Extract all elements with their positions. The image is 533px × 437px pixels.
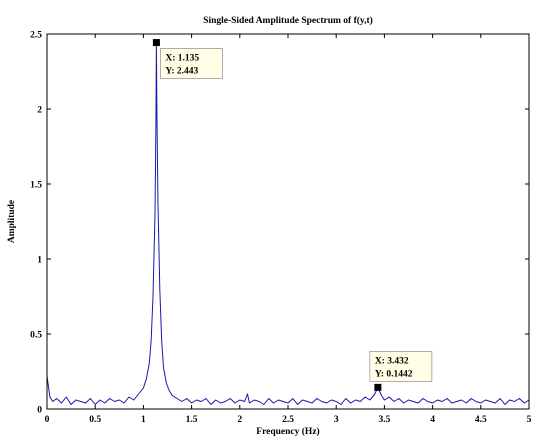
- y-tick-label: 0.5: [30, 331, 42, 341]
- x-tick-label: 4: [430, 415, 435, 425]
- y-axis-label: Amplitude: [7, 200, 17, 243]
- x-tick-label: 3: [334, 415, 339, 425]
- datatips: X: 1.135 Y: 2.443 X: 3.432 Y: 0.1442: [152, 39, 433, 391]
- datatip-box: [160, 48, 223, 79]
- y-tick-label: 2: [37, 106, 42, 116]
- datatip-y-text: Y: 2.443: [165, 67, 198, 77]
- x-tick-label: 1.5: [186, 415, 198, 425]
- x-tick-label: 2.5: [282, 415, 294, 425]
- y-tick-label: 1: [37, 256, 42, 266]
- x-tick-label: 1: [141, 415, 146, 425]
- x-tick-label: 0.5: [89, 415, 101, 425]
- datatip-y-text: Y: 0.1442: [375, 369, 413, 379]
- datatip-marker[interactable]: [152, 39, 160, 47]
- datatip-x-text: X: 1.135: [165, 54, 199, 64]
- plot-area: [47, 34, 529, 409]
- plot-frame: [46, 33, 530, 410]
- axis-ticks: 0 0.5 1 1.5 2 2.5 3 3.5 4 4.5 5 0 0.5 1 1.5 2 2.5: [30, 31, 532, 426]
- x-tick-label: 4.5: [475, 415, 487, 425]
- y-tick-label: 1.5: [30, 181, 42, 191]
- y-tick-label: 2.5: [30, 31, 42, 41]
- chart-title: Single-Sided Amplitude Spectrum of f(y,t…: [203, 15, 373, 26]
- x-tick-label: 5: [527, 415, 532, 425]
- x-tick-label: 2: [237, 415, 242, 425]
- x-axis-label: Frequency (Hz): [256, 426, 319, 437]
- datatip-marker[interactable]: [374, 383, 382, 391]
- series-line-0: [46, 42, 530, 405]
- y-tick-label: 0: [37, 406, 42, 416]
- series-group: [46, 42, 530, 405]
- x-tick-label: 0: [45, 415, 50, 425]
- datatip-x-text: X: 3.432: [375, 356, 409, 366]
- x-tick-label: 3.5: [378, 415, 390, 425]
- datatip-box: [369, 350, 433, 382]
